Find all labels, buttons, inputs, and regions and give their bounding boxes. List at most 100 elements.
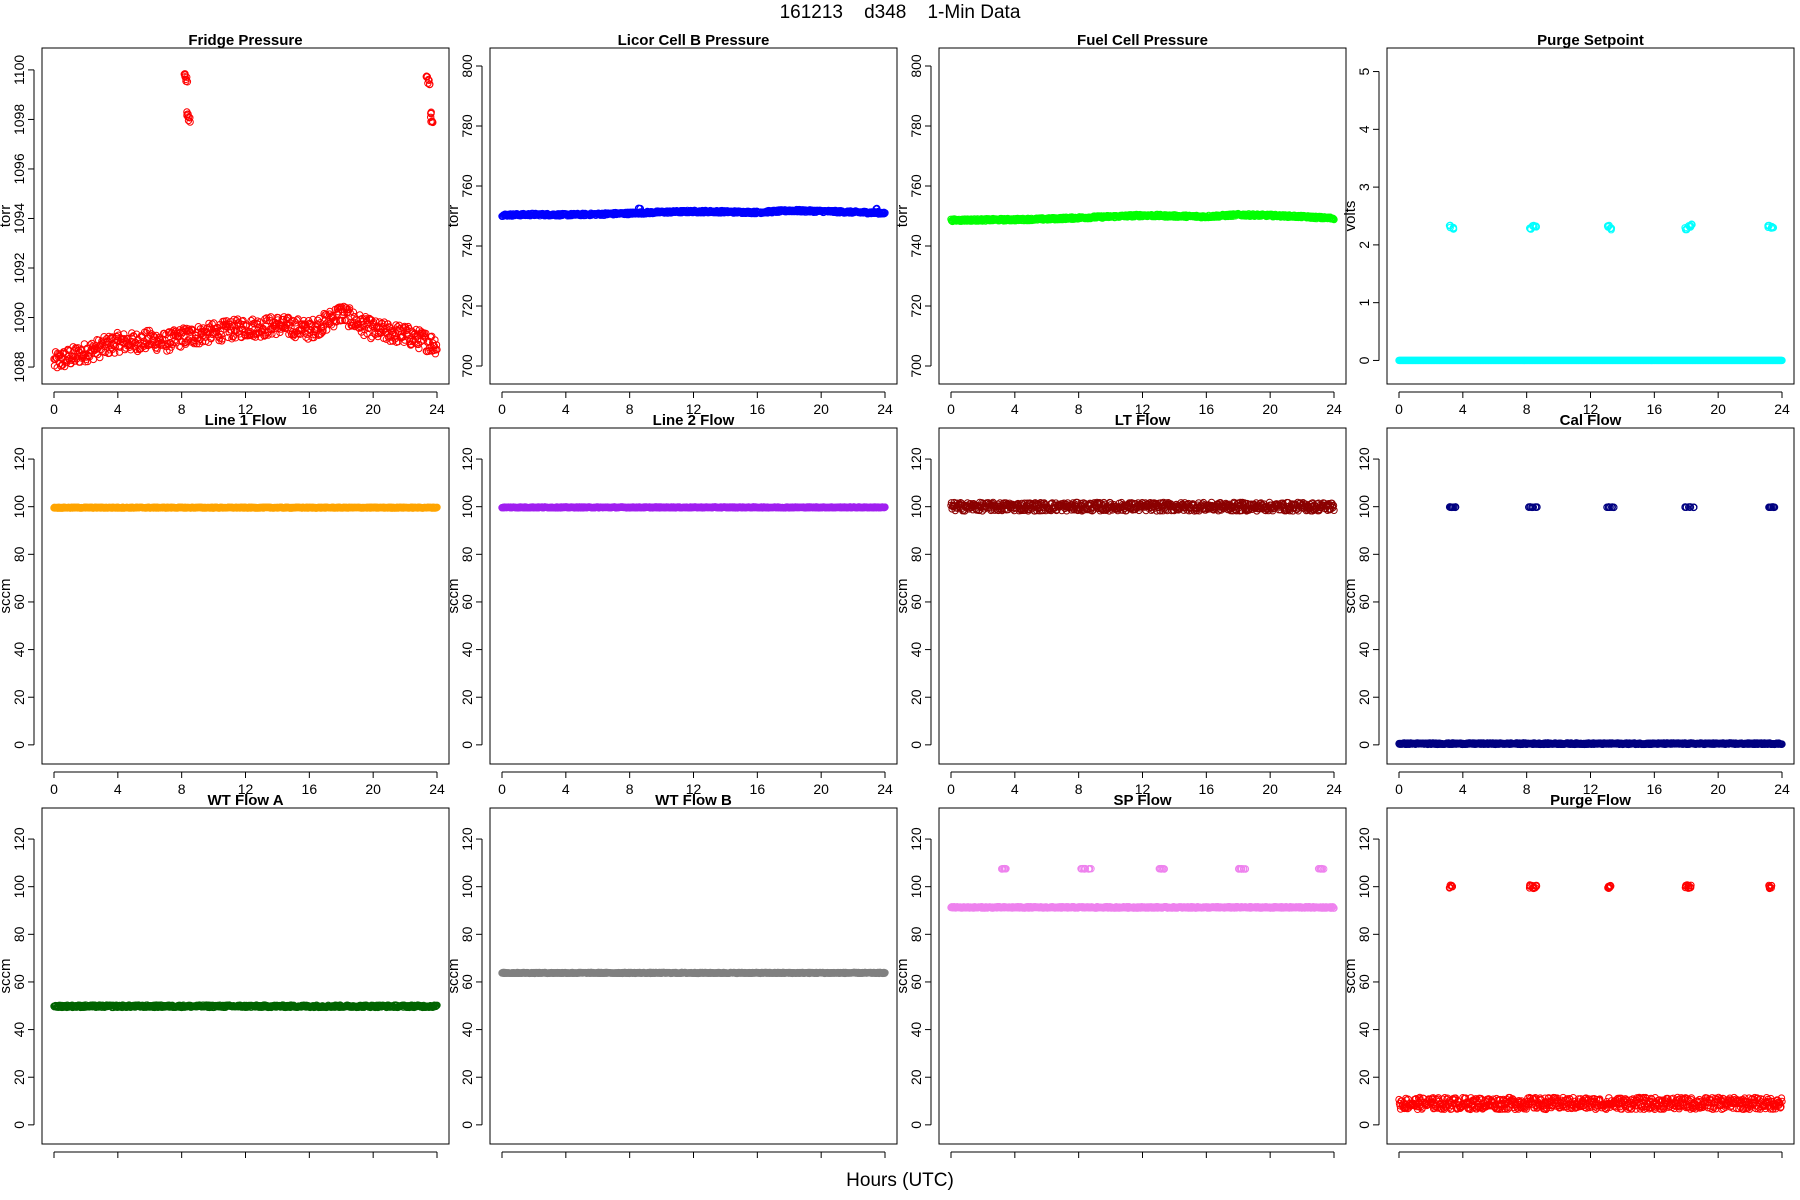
x-tick-label: 20 <box>1262 781 1278 797</box>
y-tick-label: 20 <box>459 689 475 705</box>
y-tick-label: 700 <box>908 354 924 378</box>
data-point <box>345 304 354 312</box>
data-point <box>367 334 375 343</box>
y-tick-label: 0 <box>908 741 924 749</box>
x-tick-label: 24 <box>1326 781 1342 797</box>
x-tick-label: 8 <box>1075 401 1083 417</box>
outlier-point <box>429 118 437 127</box>
data-points <box>498 205 889 221</box>
x-tick-label: 0 <box>947 781 955 797</box>
data-point <box>365 324 373 332</box>
x-tick-label: 8 <box>178 401 186 417</box>
outlier-point <box>426 80 434 88</box>
y-tick-label: 1090 <box>11 302 27 333</box>
y-tick-label: 60 <box>11 594 27 610</box>
data-points <box>498 503 889 512</box>
outlier-point <box>183 78 192 86</box>
data-point <box>195 337 203 345</box>
x-tick-label: 0 <box>498 781 506 797</box>
y-tick-label: 40 <box>908 642 924 658</box>
x-tick-label: 4 <box>114 781 122 797</box>
y-tick-label: 100 <box>11 495 27 519</box>
y-tick-label: 20 <box>908 689 924 705</box>
x-tick-label: 0 <box>498 401 506 417</box>
data-point <box>279 315 288 324</box>
data-point <box>415 344 423 353</box>
x-tick-label: 20 <box>365 781 381 797</box>
x-tick-label: 24 <box>1774 401 1790 417</box>
y-tick-label: 1 <box>1356 299 1372 307</box>
x-tick-label: 20 <box>365 401 381 417</box>
data-point <box>422 329 430 338</box>
data-point <box>254 320 262 329</box>
data-point <box>111 342 120 351</box>
figure-title: 161213 d348 1-Min Data <box>779 2 1021 23</box>
y-axis-label: volts <box>1342 201 1359 232</box>
plot-frame <box>41 47 450 385</box>
y-tick-label: 1092 <box>11 252 27 283</box>
x-tick-label: 8 <box>626 401 634 417</box>
y-tick-label: 780 <box>908 114 924 138</box>
x-tick-label: 24 <box>429 401 445 417</box>
x-tick-label: 4 <box>562 781 570 797</box>
y-tick-label: 1100 <box>11 55 27 85</box>
y-tick-label: 80 <box>908 546 924 562</box>
x-tick-label: 8 <box>1523 401 1531 417</box>
data-points <box>947 498 1338 515</box>
x-tick-label: 24 <box>429 781 445 797</box>
data-point <box>105 332 113 341</box>
x-tick-label: 24 <box>1326 401 1342 417</box>
x-tick-label: 4 <box>1459 401 1467 417</box>
panel-title: Purge Setpoint <box>1537 32 1644 49</box>
y-tick-label: 740 <box>459 234 475 258</box>
data-point <box>268 330 276 338</box>
data-point <box>365 314 373 323</box>
y-tick-label: 0 <box>459 741 475 749</box>
x-tick-label: 4 <box>562 401 570 417</box>
panel-title: Fridge Pressure <box>188 32 302 49</box>
plot-frame <box>489 427 898 765</box>
x-tick-label: 16 <box>750 781 766 797</box>
y-tick-label: 120 <box>908 447 924 471</box>
y-tick-label: 4 <box>1356 125 1372 133</box>
outlier-points <box>180 70 437 127</box>
y-tick-label: 60 <box>459 594 475 610</box>
x-tick-label: 20 <box>813 401 829 417</box>
x-tick-label: 16 <box>1647 401 1663 417</box>
y-tick-label: 2 <box>1356 241 1372 249</box>
x-tick-label: 4 <box>114 401 122 417</box>
x-tick-label: 4 <box>1011 781 1019 797</box>
y-tick-label: 1088 <box>11 351 27 382</box>
outlier-point <box>634 204 643 213</box>
data-point <box>293 316 301 324</box>
data-point <box>311 331 320 339</box>
y-tick-label: 1096 <box>11 153 27 184</box>
x-tick-label: 16 <box>1199 781 1215 797</box>
data-point <box>431 336 439 344</box>
data-point <box>432 341 441 349</box>
y-tick-label: 720 <box>908 294 924 318</box>
x-tick-label: 8 <box>178 781 186 797</box>
panel-title: LT Flow <box>1115 412 1171 429</box>
data-points <box>947 209 1338 226</box>
data-point <box>226 322 234 331</box>
data-points <box>50 503 441 512</box>
x-tick-label: 24 <box>877 781 893 797</box>
data-point <box>296 330 304 338</box>
x-tick-label: 12 <box>1135 401 1151 417</box>
y-tick-label: 700 <box>459 354 475 378</box>
x-tick-label: 12 <box>238 401 254 417</box>
y-tick-label: 760 <box>908 174 924 198</box>
data-point <box>431 350 440 358</box>
plot-frame <box>938 427 1347 765</box>
x-tick-label: 16 <box>1199 401 1215 417</box>
data-point <box>247 331 256 339</box>
y-tick-label: 1098 <box>11 104 27 135</box>
y-tick-label: 0 <box>11 741 27 749</box>
y-tick-label: 5 <box>1356 67 1372 75</box>
